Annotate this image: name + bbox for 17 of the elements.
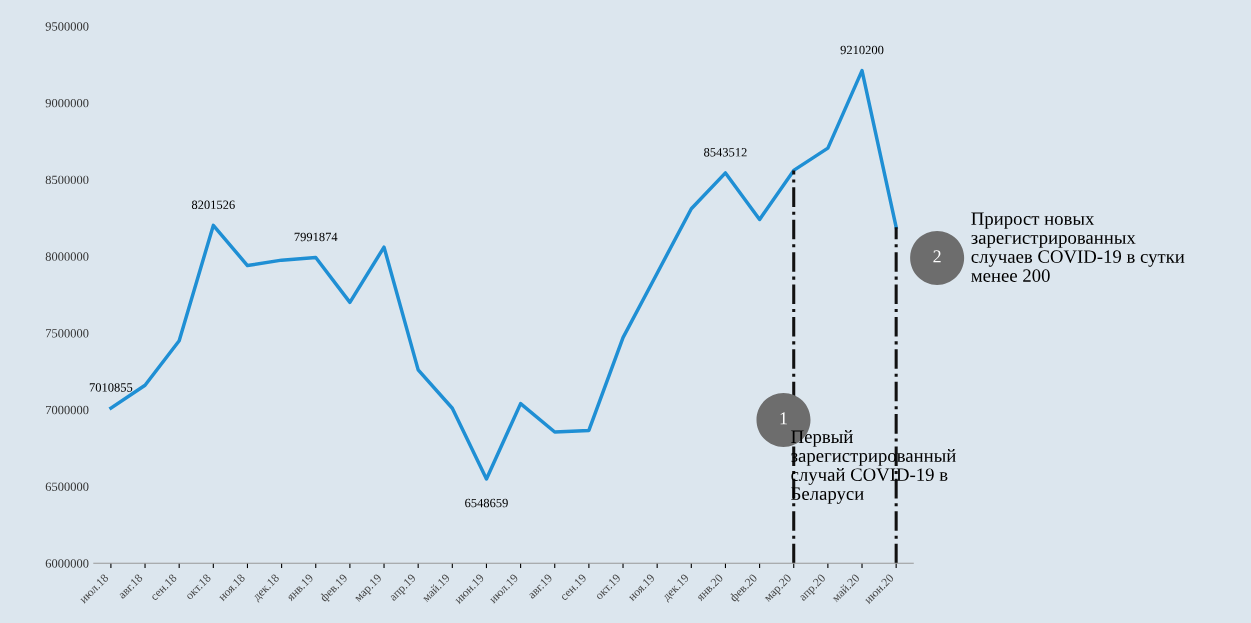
text: Прирост новых зарегистрированных случаев COVID-19 в сутки менее 200 (971, 212, 1185, 282)
data-label: 8201526 (191, 200, 235, 209)
data-label: 7010855 (89, 383, 133, 392)
ref-line-label: 2 (933, 250, 941, 263)
data-label: 8543512 (704, 148, 747, 157)
y-tick-label: 9500000 (45, 22, 89, 31)
data-label: 7991874 (294, 232, 338, 242)
y-tick-label: 6500000 (45, 482, 89, 491)
y-tick-label: 7000000 (46, 405, 89, 415)
y-tick-label: 7500000 (46, 329, 89, 338)
y-tick-label: 8500000 (45, 175, 89, 185)
y-tick-label: 6000000 (45, 559, 89, 568)
y-tick-label: 8000000 (45, 252, 89, 261)
ref-line-label: 1 (780, 412, 787, 425)
data-label: 6548659 (465, 498, 508, 508)
data-label: 9210200 (840, 45, 884, 55)
y-tick-label: 9000000 (45, 98, 89, 108)
